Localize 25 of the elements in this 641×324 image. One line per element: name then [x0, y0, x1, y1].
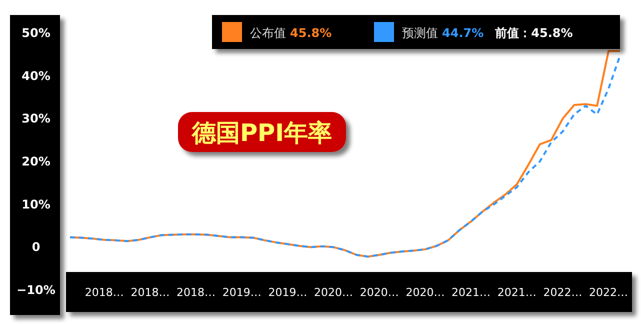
- x-tick-label: 2020…: [406, 286, 445, 299]
- x-tick-label: 2022…: [543, 286, 582, 299]
- annotation: 44.7%: [442, 26, 484, 40]
- legend-label: 预测值: [402, 26, 438, 40]
- x-tick-label: 2019…: [268, 286, 308, 299]
- x-tick-label: 2018…: [176, 286, 216, 299]
- x-tick-label: 2021…: [452, 286, 491, 299]
- x-tick-label: 2019…: [222, 286, 262, 299]
- y-tick-label: 50%: [22, 26, 50, 40]
- x-tick-label: 2022…: [589, 286, 628, 299]
- x-tick-label: 2020…: [314, 286, 354, 299]
- x-tick-label: 2018…: [130, 286, 170, 299]
- y-tick-label: 40%: [22, 68, 50, 83]
- annotation: 前值：45.8%: [494, 26, 573, 40]
- x-tick-label: 2018…: [84, 286, 124, 299]
- x-tick-label: 2021…: [497, 286, 536, 299]
- x-tick-label: 2020…: [360, 286, 399, 299]
- y-tick-label: 30%: [22, 112, 50, 126]
- text: 德国PPI年率: [190, 119, 332, 147]
- annotation: 45.8%: [290, 26, 332, 40]
- y-tick-label: −10%: [16, 283, 56, 297]
- y-tick-label: 20%: [22, 154, 50, 168]
- y-tick-label: 10%: [22, 197, 50, 212]
- legend-label: 公布值: [250, 26, 286, 40]
- y-tick-label: 0: [32, 240, 40, 254]
